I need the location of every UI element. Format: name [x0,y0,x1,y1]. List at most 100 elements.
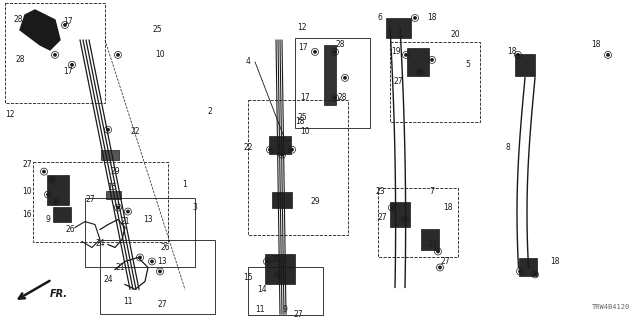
Circle shape [436,250,439,253]
Bar [33,162,168,242]
Bar [407,48,429,76]
Text: 18: 18 [591,40,601,49]
Circle shape [344,77,346,79]
Circle shape [55,200,57,203]
Text: TRW4B4120: TRW4B4120 [592,304,630,310]
Text: 22: 22 [243,143,253,152]
Bar [5,3,105,103]
Bar [265,254,295,284]
Circle shape [405,54,407,56]
Text: 28: 28 [13,15,23,24]
Text: 15: 15 [107,183,117,192]
Text: 21: 21 [115,263,125,272]
Text: 10: 10 [300,127,310,136]
Text: 21: 21 [120,217,130,226]
Circle shape [64,24,66,26]
Circle shape [534,273,536,276]
Circle shape [517,54,519,56]
Text: 23: 23 [427,240,437,249]
Bar [248,100,348,235]
Text: 27: 27 [85,195,95,204]
Text: 26: 26 [270,255,280,264]
Bar [47,175,69,204]
Circle shape [139,256,141,259]
Text: 13: 13 [157,257,167,266]
Text: 2: 2 [207,107,212,116]
Text: 27: 27 [22,160,32,169]
Text: 28: 28 [15,55,25,64]
Bar [378,188,458,258]
Text: 23: 23 [375,187,385,196]
Circle shape [414,17,416,19]
Circle shape [51,179,53,181]
Text: 6: 6 [378,13,383,22]
Text: 13: 13 [143,215,153,224]
Text: 19: 19 [391,47,401,56]
Circle shape [116,54,119,56]
Text: 10: 10 [22,187,32,196]
Bar [390,202,410,227]
Text: 14: 14 [257,285,267,294]
Text: 16: 16 [22,210,32,219]
Text: 26: 26 [160,243,170,252]
Text: 8: 8 [506,143,510,152]
Circle shape [391,206,393,209]
Text: 20: 20 [450,30,460,39]
Text: 3: 3 [193,203,197,212]
Bar [85,197,195,268]
Bar [515,54,535,76]
Text: 11: 11 [124,297,132,306]
Text: 15: 15 [243,273,253,282]
Text: 4: 4 [246,57,250,66]
Text: 27: 27 [293,310,303,319]
Text: 17: 17 [63,18,73,27]
Circle shape [431,59,433,61]
Circle shape [266,260,268,263]
Text: 27: 27 [440,257,450,266]
Text: 28: 28 [337,93,347,102]
Bar [421,228,439,251]
Text: 11: 11 [255,305,265,314]
Text: 29: 29 [110,167,120,176]
Circle shape [314,51,316,53]
Text: 9: 9 [283,305,287,314]
Circle shape [54,54,56,56]
Circle shape [334,97,336,99]
Text: 28: 28 [335,40,345,49]
Circle shape [159,270,161,273]
Circle shape [519,270,521,273]
Bar [53,207,71,222]
Bar [390,42,480,122]
Text: 26: 26 [65,225,75,234]
Text: 27: 27 [393,77,403,86]
Text: 24: 24 [103,275,113,284]
Text: 17: 17 [298,44,308,52]
Bar [248,268,323,315]
Text: 25: 25 [152,25,162,35]
Text: 17: 17 [300,93,310,102]
Circle shape [71,64,73,66]
Text: 5: 5 [465,60,470,69]
Bar [324,45,336,105]
Text: 7: 7 [429,187,435,196]
Circle shape [116,206,119,209]
Circle shape [269,148,271,151]
Bar [269,136,291,154]
Bar [295,38,370,128]
Bar [272,192,292,208]
Polygon shape [20,10,60,50]
Text: 18: 18 [508,47,516,56]
Circle shape [47,193,49,196]
Circle shape [151,260,153,263]
Text: 10: 10 [155,50,165,60]
Circle shape [291,148,293,151]
Text: 18: 18 [428,13,436,22]
Bar [100,239,215,314]
Circle shape [281,154,283,156]
Bar [101,150,119,160]
Bar [106,191,120,199]
Circle shape [277,273,279,276]
Text: 25: 25 [297,113,307,122]
Text: 17: 17 [63,67,73,76]
Circle shape [607,54,609,56]
